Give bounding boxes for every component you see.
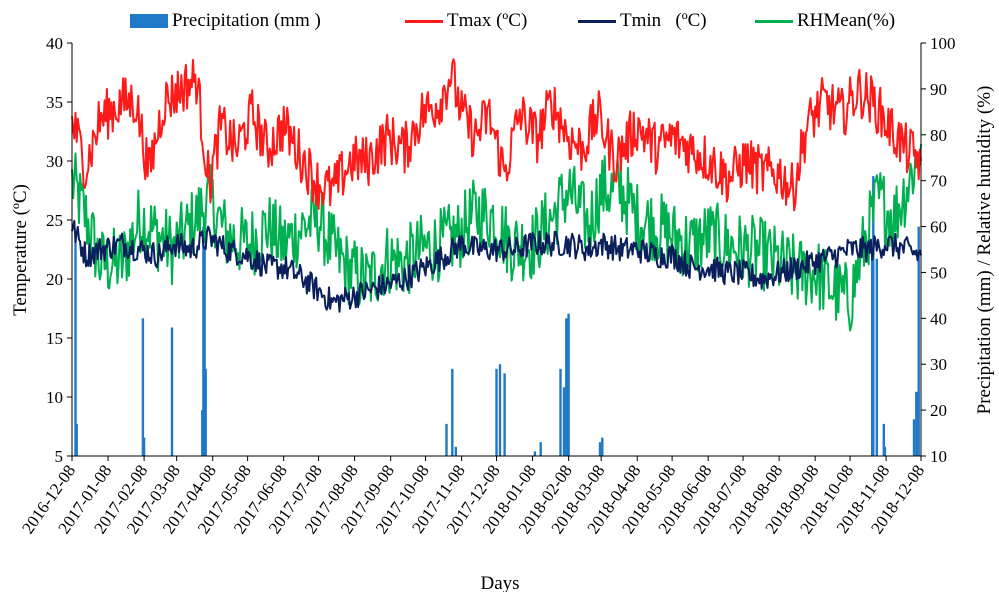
y-right-tick-label: 50: [930, 263, 947, 282]
precipitation-bar: [565, 318, 568, 456]
precipitation-bar: [883, 446, 887, 456]
y-right-tick-label: 30: [930, 355, 947, 374]
legend-tmax: Tmax (ºC): [405, 8, 527, 34]
y-axis-left-title: Temperature (ºC): [10, 184, 31, 316]
y-left-tick-label: 10: [46, 388, 63, 407]
precipitation-bar: [912, 419, 916, 456]
precipitation-bar: [503, 373, 506, 456]
precipitation-bar: [445, 423, 448, 456]
tmin-line: [71, 219, 922, 313]
legend-label-tmax: Tmax (ºC): [447, 10, 528, 31]
precipitation-bar: [872, 176, 875, 456]
precipitation-bar: [141, 318, 145, 456]
precipitation-bar: [875, 258, 878, 456]
precipitation-bar: [498, 364, 502, 456]
precipitation-bars: [74, 176, 920, 456]
precipitation-bar: [495, 368, 498, 456]
precipitation-bar: [601, 437, 604, 456]
series-lines: [71, 58, 922, 332]
y-left-tick-label: 25: [46, 211, 63, 230]
y-left-tick-label: 40: [46, 34, 63, 53]
legend-label-precipitation: Precipitation (mm ): [172, 10, 321, 31]
y-right-tick-label: 80: [930, 126, 947, 145]
legend-label-tmin: Tmin (ºC): [620, 10, 707, 31]
y-right-tick-label: 100: [930, 34, 956, 53]
y-right-tick-label: 20: [930, 401, 947, 420]
precipitation-bar: [533, 451, 537, 456]
x-axis-title: Days: [480, 573, 519, 592]
precipitation-bar: [142, 437, 146, 456]
precipitation-bar: [882, 423, 885, 456]
precipitation-bar: [74, 240, 77, 456]
precipitation-bar: [567, 313, 570, 456]
y-right-tick-label: 10: [930, 447, 947, 466]
legend-precipitation: Precipitation (mm ): [130, 8, 321, 34]
y-left-tick-label: 35: [46, 93, 63, 112]
y-left-tick-label: 20: [46, 270, 63, 289]
y-right-tick-label: 60: [930, 218, 947, 237]
precipitation-bar: [170, 327, 174, 456]
precipitation-bar: [598, 442, 602, 456]
y-left-tick-label: 5: [55, 447, 64, 466]
y-left-tick-label: 15: [46, 329, 63, 348]
precipitation-bar: [454, 446, 457, 456]
y-left-tick-label: 30: [46, 152, 63, 171]
precipitation-bar: [451, 368, 454, 456]
legend-swatch-precipitation: [130, 14, 168, 28]
precipitation-bar: [915, 391, 918, 456]
precipitation-bar: [203, 249, 206, 456]
legend-tmin: Tmin (ºC): [578, 8, 707, 34]
legend-swatch-rhmean: [755, 19, 793, 23]
y-axis-right-title: Precipitation (mm) / Relative humidity (…: [974, 86, 995, 415]
legend-swatch-tmax: [405, 19, 443, 23]
precipitation-bar: [204, 368, 207, 456]
precipitation-bar: [562, 387, 566, 456]
precipitation-bar: [75, 423, 78, 456]
legend-label-rhmean: RHMean(%): [797, 10, 896, 31]
y-right-tick-label: 70: [930, 172, 947, 191]
y-right-tick-label: 40: [930, 309, 947, 328]
precipitation-bar: [559, 368, 562, 456]
y-right-tick-label: 90: [930, 80, 947, 99]
precipitation-bar: [917, 226, 920, 456]
tmax-line: [71, 58, 922, 212]
legend-rhmean: RHMean(%): [755, 8, 895, 34]
legend-swatch-tmin: [578, 19, 616, 23]
precipitation-bar: [539, 442, 542, 456]
